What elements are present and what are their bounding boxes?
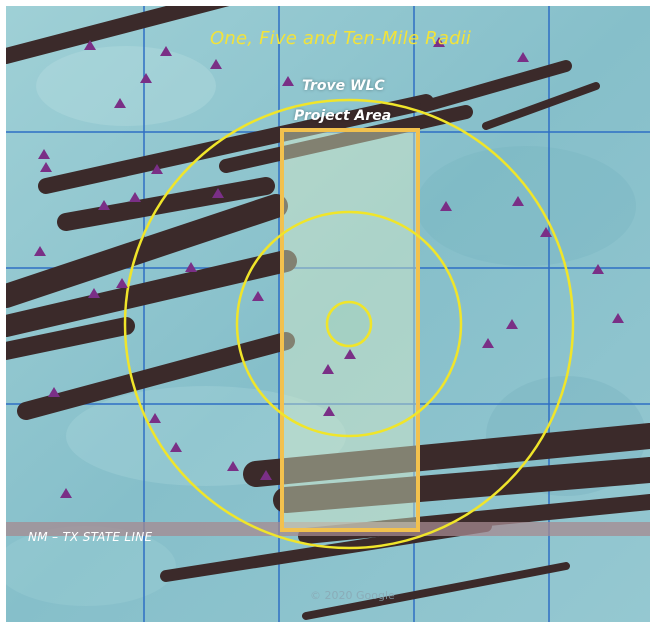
triangle-icon — [185, 262, 197, 272]
triangle-icon — [482, 338, 494, 348]
triangle-icon — [149, 413, 161, 423]
triangle-icon — [540, 227, 552, 237]
triangle-icon — [151, 164, 163, 174]
project-area-label: Trove WLC — [302, 78, 385, 94]
well-markers — [34, 37, 624, 498]
triangle-icon — [344, 349, 356, 359]
triangle-icon — [210, 59, 222, 69]
triangle-icon — [129, 192, 141, 202]
triangle-icon — [517, 52, 529, 62]
triangle-icon — [170, 442, 182, 452]
triangle-icon — [60, 488, 72, 498]
triangle-icon — [252, 291, 264, 301]
triangle-icon — [592, 264, 604, 274]
triangle-icon — [140, 73, 152, 83]
ten-mile-ring — [123, 98, 575, 550]
triangle-icon — [48, 387, 60, 397]
radius-rings — [123, 98, 575, 550]
triangle-icon — [323, 406, 335, 416]
triangle-icon — [506, 319, 518, 329]
one-mile-ring — [325, 300, 373, 348]
five-mile-ring — [235, 210, 463, 438]
triangle-icon — [612, 313, 624, 323]
triangle-icon — [98, 200, 110, 210]
triangle-icon — [160, 46, 172, 56]
triangle-icon — [212, 188, 224, 198]
triangle-icon — [40, 162, 52, 172]
triangle-icon — [260, 470, 272, 480]
terrain-texture — [6, 46, 646, 606]
triangle-icon — [282, 76, 294, 86]
triangle-icon — [116, 278, 128, 288]
map-title: One, Five and Ten-Mile Radii — [210, 28, 472, 49]
triangle-icon — [84, 40, 96, 50]
map-canvas — [6, 6, 650, 622]
triangle-icon — [322, 364, 334, 374]
triangle-icon — [433, 37, 445, 47]
triangle-icon — [440, 201, 452, 211]
triangle-icon — [512, 196, 524, 206]
state-line-label: NM – TX STATE LINE — [28, 530, 153, 544]
triangle-icon — [114, 98, 126, 108]
project-area-sublabel: Project Area — [294, 108, 392, 124]
map-frame: One, Five and Ten-Mile Radii Trove WLC P… — [6, 6, 650, 622]
map-attribution: © 2020 Google — [310, 589, 395, 602]
triangle-icon — [38, 149, 50, 159]
triangle-icon — [34, 246, 46, 256]
triangle-icon — [88, 288, 100, 298]
triangle-icon — [227, 461, 239, 471]
